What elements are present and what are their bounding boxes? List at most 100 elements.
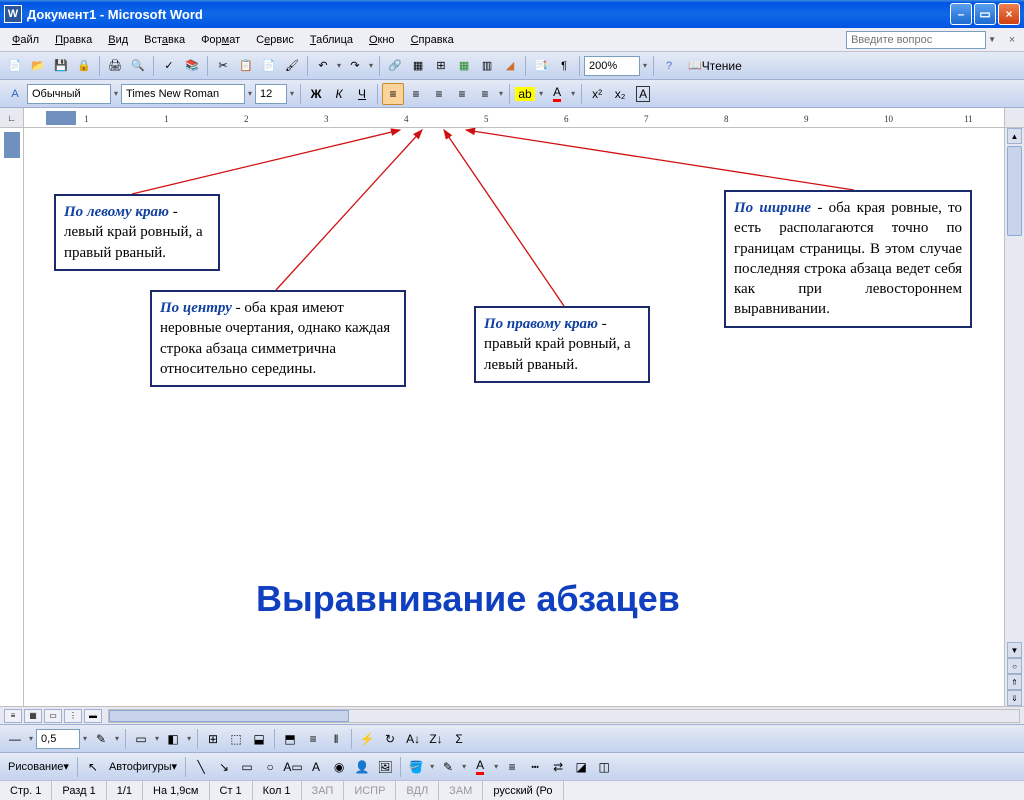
line-spacing-button[interactable]: ≡	[474, 83, 496, 105]
border-button[interactable]: ▭	[130, 728, 152, 750]
shadow-button[interactable]: ◪	[570, 756, 592, 778]
italic-button[interactable]: К	[328, 83, 350, 105]
spellcheck-button[interactable]: ✓	[158, 55, 180, 77]
char-border-button[interactable]: A	[632, 83, 654, 105]
fill-color-button[interactable]: 🪣	[405, 756, 427, 778]
close-document-button[interactable]: ×	[1004, 32, 1020, 48]
diagram-button[interactable]: ◉	[328, 756, 350, 778]
scroll-up-button[interactable]: ▲	[1007, 128, 1022, 144]
docmap-button[interactable]: 📑	[530, 55, 552, 77]
normal-view-button[interactable]: ≡	[4, 709, 22, 723]
scroll-down-button[interactable]: ▼	[1007, 642, 1022, 658]
select-objects-button[interactable]: ↖	[82, 756, 104, 778]
align-top-button[interactable]: ⬒	[279, 728, 301, 750]
sort-asc-button[interactable]: A↓	[402, 728, 424, 750]
save-button[interactable]: 💾	[50, 55, 72, 77]
line-color-button[interactable]: ✎	[437, 756, 459, 778]
drawing-button[interactable]: ◢	[499, 55, 521, 77]
merge-cells-button[interactable]: ⬚	[225, 728, 247, 750]
insert-table-button[interactable]: ⊞	[430, 55, 452, 77]
open-button[interactable]: 📂	[27, 55, 49, 77]
menu-table[interactable]: Таблица	[302, 32, 361, 48]
minimize-button[interactable]: –	[950, 3, 972, 25]
drawing-menu[interactable]: Рисование ▾	[4, 757, 73, 777]
permissions-button[interactable]: 🔒	[73, 55, 95, 77]
arrow-style-button[interactable]: ⇄	[547, 756, 569, 778]
oval-tool-button[interactable]: ○	[259, 756, 281, 778]
print-view-button[interactable]: ▭	[44, 709, 62, 723]
distribute-rows-button[interactable]: ≡	[302, 728, 324, 750]
next-page-button[interactable]: ⇓	[1007, 690, 1022, 706]
wordart-button[interactable]: A	[305, 756, 327, 778]
browse-object-button[interactable]: ○	[1007, 658, 1022, 674]
align-left-button[interactable]: ≡	[382, 83, 404, 105]
superscript-button[interactable]: x²	[586, 83, 608, 105]
prev-page-button[interactable]: ⇑	[1007, 674, 1022, 690]
print-preview-button[interactable]: 🔍	[127, 55, 149, 77]
menu-help[interactable]: Справка	[403, 32, 462, 48]
distribute-cols-button[interactable]: ‖	[325, 728, 347, 750]
sort-desc-button[interactable]: Z↓	[425, 728, 447, 750]
font-color-button-2[interactable]: A	[469, 756, 491, 778]
align-center-button[interactable]: ≡	[405, 83, 427, 105]
status-ovr[interactable]: ЗАМ	[439, 781, 483, 800]
arrow-tool-button[interactable]: ↘	[213, 756, 235, 778]
picture-button[interactable]: 🖼	[374, 756, 396, 778]
underline-button[interactable]: Ч	[351, 83, 373, 105]
cut-button[interactable]: ✂	[212, 55, 234, 77]
highlight-button[interactable]: ab	[514, 83, 536, 105]
help-dropdown-icon[interactable]: ▼	[986, 35, 998, 44]
copy-button[interactable]: 📋	[235, 55, 257, 77]
align-justify-button[interactable]: ≡	[451, 83, 473, 105]
3d-button[interactable]: ◫	[593, 756, 615, 778]
bold-button[interactable]: Ж	[305, 83, 327, 105]
line-style-button[interactable]: —	[4, 728, 26, 750]
tab-selector[interactable]: ∟	[0, 108, 24, 127]
web-view-button[interactable]: ▦	[24, 709, 42, 723]
insert-table-btn2[interactable]: ⊞	[202, 728, 224, 750]
menu-file[interactable]: Файл	[4, 32, 47, 48]
autoformat-button[interactable]: ⚡	[356, 728, 378, 750]
help-search-input[interactable]	[846, 31, 986, 49]
status-rec[interactable]: ЗАП	[302, 781, 345, 800]
align-right-button[interactable]: ≡	[428, 83, 450, 105]
columns-button[interactable]: ▥	[476, 55, 498, 77]
undo-button[interactable]: ↶	[312, 55, 334, 77]
line-weight-combo[interactable]: 0,5	[36, 729, 80, 749]
horizontal-ruler[interactable]: 112 345 678 91011	[24, 108, 1004, 127]
menu-tools[interactable]: Сервис	[248, 32, 302, 48]
format-painter-button[interactable]: 🖌	[281, 55, 303, 77]
tables-borders-button[interactable]: ▦	[407, 55, 429, 77]
menu-window[interactable]: Окно	[361, 32, 403, 48]
line-style-button-2[interactable]: ≡	[501, 756, 523, 778]
close-button[interactable]: ×	[998, 3, 1020, 25]
excel-button[interactable]: ▦	[453, 55, 475, 77]
hscroll-thumb[interactable]	[109, 710, 349, 722]
document-page[interactable]: По левому краю - левый край ровный, а пр…	[24, 128, 1004, 706]
style-combo[interactable]: Обычный	[27, 84, 111, 104]
reading-view-button[interactable]: ▬	[84, 709, 102, 723]
menu-edit[interactable]: Правка	[47, 32, 100, 48]
text-direction-button[interactable]: ↻	[379, 728, 401, 750]
font-color-button[interactable]: A	[546, 83, 568, 105]
status-language[interactable]: русский (Ро	[483, 781, 563, 800]
status-trk[interactable]: ИСПР	[344, 781, 396, 800]
research-button[interactable]: 📚	[181, 55, 203, 77]
shading-button[interactable]: ◧	[162, 728, 184, 750]
textbox-tool-button[interactable]: A▭	[282, 756, 304, 778]
help-button[interactable]: ?	[658, 55, 680, 77]
styles-pane-button[interactable]: A	[4, 83, 26, 105]
font-combo[interactable]: Times New Roman	[121, 84, 245, 104]
clipart-button[interactable]: 👤	[351, 756, 373, 778]
autosum-button[interactable]: Σ	[448, 728, 470, 750]
fontsize-combo[interactable]: 12	[255, 84, 287, 104]
paste-button[interactable]: 📄	[258, 55, 280, 77]
menu-format[interactable]: Формат	[193, 32, 248, 48]
menu-view[interactable]: Вид	[100, 32, 136, 48]
vertical-ruler[interactable]	[0, 128, 24, 706]
dash-style-button[interactable]: ┅	[524, 756, 546, 778]
horizontal-scrollbar[interactable]	[108, 709, 1020, 723]
outline-view-button[interactable]: ⋮	[64, 709, 82, 723]
print-button[interactable]: 🖨	[104, 55, 126, 77]
show-marks-button[interactable]: ¶	[553, 55, 575, 77]
